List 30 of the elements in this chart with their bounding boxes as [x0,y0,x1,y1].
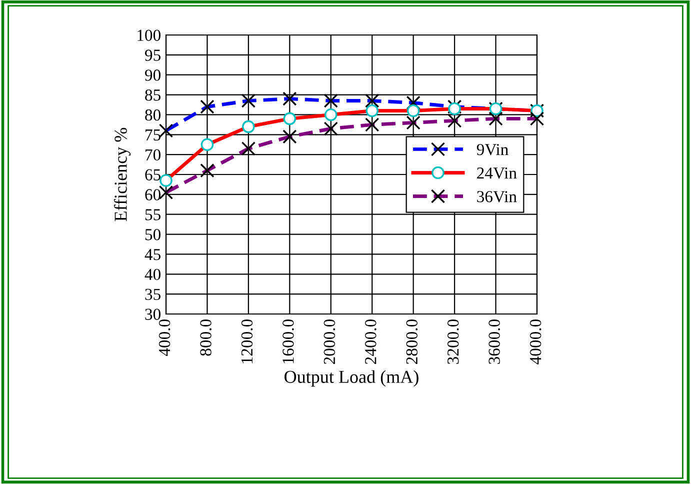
y-tick-label: 90 [145,70,161,81]
x-tick-label: 2800.0 [406,319,418,364]
x-tick-label: 1600.0 [282,319,294,364]
x-tick-label: 3200.0 [447,319,459,364]
y-tick-label: 50 [145,228,161,240]
x-tick-label: 3600.0 [488,319,500,364]
x-tick-label: 2000.0 [324,319,336,364]
x-tick-label: 2400.0 [365,319,376,364]
y-tick-label: 30 [145,308,161,320]
x-tick-label: 800.0 [200,319,212,356]
y-axis-title: Efficiency % [114,128,131,222]
y-tick-label: 45 [144,249,160,260]
y-tick-label: 75 [146,130,160,141]
legend-label: 36Vin [477,191,517,202]
legend-label: 9Vin [476,144,508,156]
x-tick-label: 400.0 [158,319,170,356]
y-tick-label: 85 [145,89,160,101]
y-tick-label: 80 [145,109,161,121]
x-axis-title: Output Load (mA) [284,370,418,387]
legend-label: 24Vin [477,168,517,179]
y-tick-label: 60 [145,189,161,200]
y-tick-label: 70 [146,149,161,161]
y-tick-label: 35 [145,288,160,300]
y-tick-label: 55 [145,209,160,220]
y-tick-label: 40 [144,268,161,280]
y-tick-label: 65 [145,169,160,180]
x-tick-label: 4000.0 [530,319,542,364]
x-tick-label: 1200.0 [241,319,253,364]
y-tick-label: 100 [138,30,161,41]
y-tick-label: 95 [145,50,160,61]
